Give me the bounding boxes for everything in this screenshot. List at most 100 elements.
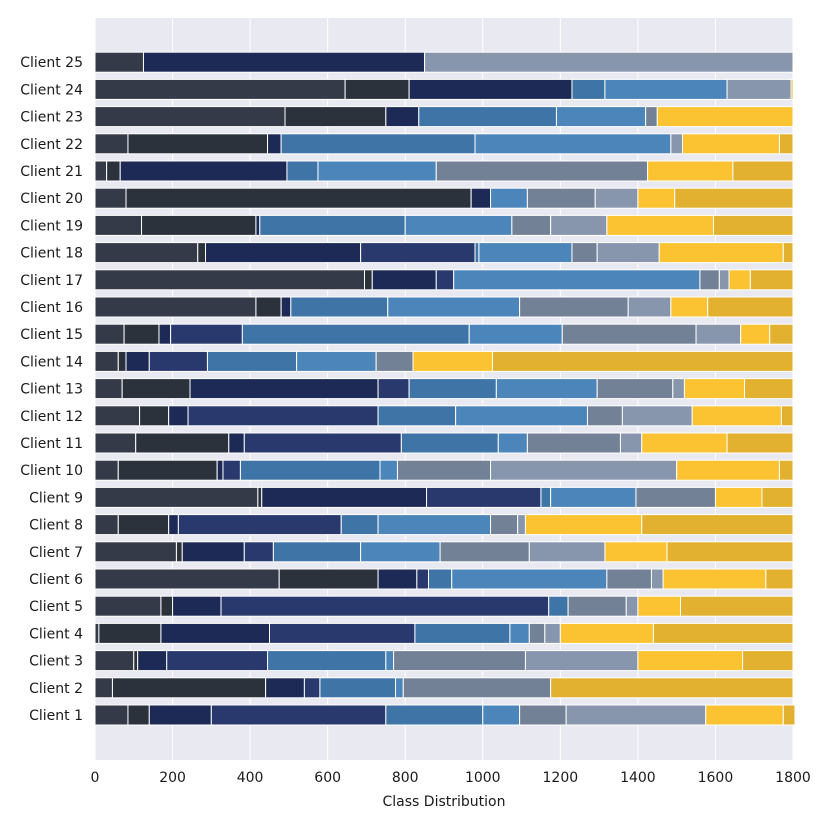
- bar-segment-class-3: [435, 269, 455, 291]
- bar-segment-class-8: [637, 187, 676, 209]
- bar-segment-class-1: [111, 677, 267, 699]
- bar-segment-class-8: [728, 269, 751, 291]
- bar-segment-class-9: [778, 133, 794, 155]
- bar-segment-class-2: [255, 214, 261, 236]
- bar-segment-class-9: [707, 296, 794, 318]
- bar-client-11: [94, 432, 794, 454]
- y-tick-label: Client 6: [29, 572, 83, 588]
- bar-client-13: [94, 378, 794, 400]
- bar-segment-class-3: [166, 650, 269, 672]
- bar-segment-class-6: [402, 677, 552, 699]
- bar-segment-class-4: [272, 541, 362, 563]
- bar-segment-class-8: [691, 405, 782, 427]
- bar-segment-class-0: [94, 106, 286, 128]
- bar-segment-class-8: [637, 595, 682, 617]
- bar-segment-class-5: [453, 269, 701, 291]
- bar-client-14: [94, 350, 794, 372]
- y-tick-label: Client 3: [29, 654, 83, 670]
- y-tick-label: Client 21: [20, 164, 83, 180]
- bar-segment-class-4: [418, 106, 557, 128]
- bar-segment-class-0: [94, 650, 135, 672]
- bar-segment-class-5: [495, 378, 598, 400]
- bar-segment-class-7: [672, 378, 685, 400]
- bar-segment-class-2: [119, 160, 288, 182]
- bar-segment-class-9: [652, 622, 794, 644]
- bar-segment-class-0: [94, 541, 177, 563]
- bar-segment-class-7: [544, 622, 561, 644]
- y-tick-label: Client 7: [29, 545, 83, 561]
- bar-segment-class-2: [377, 568, 418, 590]
- bar-segment-class-4: [267, 650, 387, 672]
- bar-segment-class-2: [168, 514, 179, 536]
- bar-segment-class-9: [641, 514, 794, 536]
- bar-segment-class-6: [511, 214, 552, 236]
- bar-segment-class-0: [94, 214, 143, 236]
- bar-segment-class-8: [604, 541, 668, 563]
- bar-segment-class-1: [257, 486, 263, 508]
- bar-segment-class-8: [524, 514, 643, 536]
- bar-client-20: [94, 187, 794, 209]
- bar-segment-class-7: [726, 78, 792, 100]
- bar-client-21: [94, 160, 794, 182]
- bar-segment-class-0: [94, 160, 108, 182]
- bar-segment-class-6: [526, 432, 621, 454]
- bar-segment-class-7: [565, 704, 707, 726]
- bar-segment-class-7: [625, 595, 639, 617]
- bar-segment-class-4: [571, 78, 606, 100]
- bar-segment-class-7: [490, 459, 678, 481]
- bar-segment-class-5: [455, 405, 588, 427]
- bar-segment-class-0: [94, 486, 259, 508]
- y-tick-label: Client 2: [29, 681, 83, 697]
- bar-segment-class-7: [550, 214, 608, 236]
- bar-segment-class-0: [94, 78, 346, 100]
- bar-segment-class-6: [526, 187, 596, 209]
- bar-segment-class-7: [650, 568, 664, 590]
- bar-segment-class-5: [377, 514, 492, 536]
- y-tick-label: Client 18: [20, 246, 83, 262]
- y-tick-label: Client 20: [20, 191, 83, 207]
- y-tick-label: Client 15: [20, 327, 83, 343]
- bar-segment-class-8: [658, 242, 784, 264]
- bar-segment-class-2: [261, 486, 428, 508]
- bar-segment-class-4: [385, 704, 484, 726]
- bar-segment-class-4: [377, 405, 457, 427]
- bar-segment-class-5: [482, 704, 521, 726]
- bar-segment-class-9: [491, 350, 794, 372]
- y-tick-label: Client 24: [20, 82, 83, 98]
- bar-segment-class-1: [135, 432, 230, 454]
- bar-segment-class-4: [241, 323, 470, 345]
- bar-segment-class-9: [761, 486, 794, 508]
- bar-segment-class-1: [121, 378, 191, 400]
- bar-segment-class-7: [517, 514, 526, 536]
- bar-segment-class-9: [778, 459, 794, 481]
- bar-segment-class-7: [627, 296, 672, 318]
- y-tick-label: Client 8: [29, 518, 83, 534]
- bar-segment-class-4: [319, 677, 397, 699]
- bar-segment-class-2: [408, 78, 573, 100]
- bar-segment-class-0: [94, 242, 199, 264]
- y-tick-label: Client 4: [29, 626, 83, 642]
- bar-segment-class-1: [284, 106, 387, 128]
- bar-segment-class-9: [744, 378, 794, 400]
- bar-segment-class-5: [550, 486, 637, 508]
- x-tick-labels: 0 200 400 600 800 1000 1200 1400 1600 1800: [91, 770, 811, 786]
- bar-segment-class-8: [662, 568, 767, 590]
- bar-client-5: [94, 595, 794, 617]
- bar-segment-class-9: [749, 269, 794, 291]
- bar-client-12: [94, 405, 794, 427]
- x-tick-label: 600: [314, 770, 341, 786]
- bar-client-3: [94, 650, 794, 672]
- bar-segment-class-6: [645, 106, 658, 128]
- bar-segment-class-8: [681, 133, 780, 155]
- bar-segment-class-9: [680, 595, 794, 617]
- bar-segment-class-8: [705, 704, 784, 726]
- bar-segment-class-5: [468, 323, 563, 345]
- bar-segment-class-6: [519, 704, 567, 726]
- bar-segment-class-7: [528, 541, 606, 563]
- bar-segment-class-0: [94, 378, 123, 400]
- bar-client-4: [94, 622, 794, 644]
- y-tick-label: Client 12: [20, 409, 83, 425]
- x-tick-label: 1800: [775, 770, 811, 786]
- y-tick-label: Client 10: [20, 463, 83, 479]
- y-tick-label: Client 23: [20, 110, 83, 126]
